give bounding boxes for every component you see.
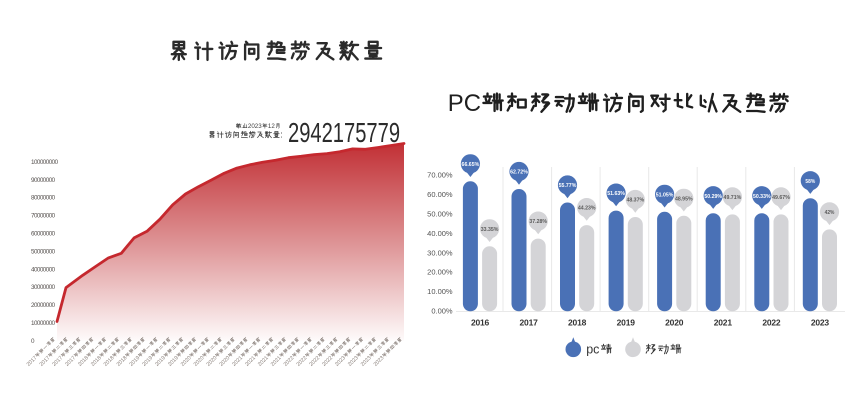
svg-text:48.95%: 48.95% [675,196,693,202]
svg-text:2019: 2019 [617,318,636,328]
svg-text:30000000: 30000000 [31,284,56,291]
svg-text::: : [280,130,283,140]
svg-text:50000000: 50000000 [31,248,56,255]
svg-text:10.00%: 10.00% [427,287,453,296]
svg-text:90000000: 90000000 [31,177,56,184]
svg-text:48.37%: 48.37% [626,198,644,204]
svg-text:2018: 2018 [568,318,587,328]
svg-text:2021: 2021 [714,318,733,328]
svg-text:10000000: 10000000 [31,320,56,327]
svg-text:2020: 2020 [665,318,684,328]
svg-text:42%: 42% [825,210,835,216]
svg-text:33.35%: 33.35% [481,227,499,233]
svg-text:2023: 2023 [248,123,262,130]
svg-text:PC: PC [448,90,481,117]
svg-text:60000000: 60000000 [31,231,56,238]
svg-text:12: 12 [268,123,275,130]
svg-text:44.23%: 44.23% [578,206,596,212]
svg-text:2023: 2023 [811,318,830,328]
svg-text:0.00%: 0.00% [431,307,453,316]
svg-text:51.05%: 51.05% [656,192,674,198]
svg-text:pc: pc [586,343,599,357]
svg-text:20000000: 20000000 [31,302,56,309]
svg-text:49.71%: 49.71% [724,195,742,201]
svg-text:100000000: 100000000 [31,159,59,166]
svg-text:2942175779: 2942175779 [288,118,400,149]
svg-text:51.63%: 51.63% [607,191,625,197]
svg-text:20.00%: 20.00% [427,268,453,277]
svg-text:50.29%: 50.29% [704,194,722,200]
svg-text:2022: 2022 [762,318,781,328]
svg-text:0: 0 [31,338,35,345]
svg-text:80000000: 80000000 [31,195,56,202]
svg-text:2017: 2017 [520,318,539,328]
svg-text:30.00%: 30.00% [427,248,453,257]
svg-text:50.33%: 50.33% [753,194,771,200]
svg-text:40000000: 40000000 [31,266,56,273]
svg-text:70.00%: 70.00% [427,171,453,180]
svg-text:37.28%: 37.28% [529,219,547,225]
svg-text:55.77%: 55.77% [559,183,577,189]
svg-text:62.72%: 62.72% [510,170,528,176]
svg-text:66.65%: 66.65% [462,162,480,168]
svg-text:70000000: 70000000 [31,213,56,220]
svg-text:49.67%: 49.67% [772,195,790,201]
svg-text:58%: 58% [805,179,815,185]
svg-text:40.00%: 40.00% [427,229,453,238]
svg-text:50.00%: 50.00% [427,209,453,218]
svg-text:2016: 2016 [471,318,490,328]
svg-text:60.00%: 60.00% [427,190,453,199]
